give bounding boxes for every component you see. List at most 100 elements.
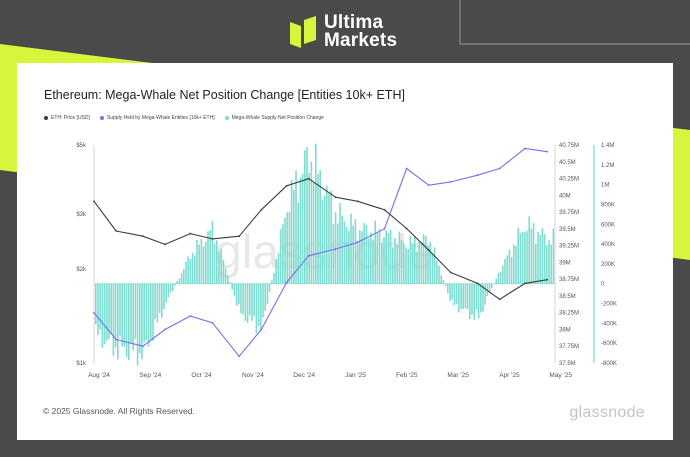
net-change-bar <box>363 223 365 284</box>
legend-swatch-supply <box>99 116 104 120</box>
net-change-bar <box>198 244 200 284</box>
net-change-bar <box>352 225 354 284</box>
net-change-bar <box>552 228 555 284</box>
net-change-bar <box>521 231 524 284</box>
net-change-bar <box>205 242 207 284</box>
net-change-bar <box>152 283 154 342</box>
net-change-bar <box>383 237 385 284</box>
y-left-tick-label: $3k <box>76 212 87 218</box>
price-series-line-point <box>524 282 526 285</box>
y-right-tick-label: 1M <box>601 183 609 189</box>
supply-series-line-point <box>260 328 263 331</box>
net-change-bar <box>227 275 229 284</box>
net-change-bar <box>242 283 244 315</box>
y-left-tick-label: $5k <box>76 143 87 149</box>
x-tick-label: Feb '25 <box>396 372 418 379</box>
y-left-tick-label: $2k <box>76 267 87 273</box>
net-change-bar <box>246 283 249 323</box>
net-change-bar <box>488 283 491 294</box>
net-change-bar <box>211 220 214 284</box>
net-change-bar <box>114 283 117 348</box>
net-change-bar <box>251 283 253 321</box>
net-change-bar <box>231 283 233 290</box>
supply-series-line-point <box>93 311 95 314</box>
net-change-bar <box>374 220 376 284</box>
net-change-bar <box>458 283 460 313</box>
net-change-bar <box>354 219 357 284</box>
net-change-bar <box>220 248 222 284</box>
net-change-bar <box>154 283 156 320</box>
net-change-bar <box>539 234 541 284</box>
net-change-bar <box>480 283 482 313</box>
net-change-bar <box>524 232 526 284</box>
net-change-bar <box>136 283 139 366</box>
net-change-bar <box>257 283 260 327</box>
net-change-bar <box>398 231 401 284</box>
supply-series-line-point <box>546 150 549 153</box>
net-change-bar <box>95 283 97 325</box>
net-change-bar <box>240 283 242 314</box>
net-change-bar <box>202 246 205 284</box>
net-change-bar <box>350 213 352 284</box>
decor-line <box>459 0 690 45</box>
net-change-bar <box>343 221 346 284</box>
net-change-bar <box>165 283 167 303</box>
y-mid-tick-label: 38.75M <box>559 277 579 283</box>
net-change-bar <box>147 283 150 347</box>
legend-item-supply[interactable]: Supply Held by Mega-Whale Entities [10k+… <box>99 115 215 121</box>
y-right-tick-label: 600K <box>601 222 615 228</box>
net-change-bar <box>372 239 374 284</box>
net-change-bar <box>449 283 451 301</box>
net-change-bar <box>123 283 126 347</box>
net-change-bar <box>409 236 412 284</box>
y-right-tick-label: -600K <box>601 341 617 347</box>
price-series-line-point <box>383 208 386 211</box>
net-change-bar <box>444 283 447 287</box>
net-change-bar <box>271 280 273 284</box>
net-change-bar <box>229 282 231 284</box>
net-change-bar <box>326 185 328 284</box>
net-change-bar <box>451 283 453 300</box>
price-series-line-point <box>405 227 408 230</box>
net-change-bar <box>370 232 372 284</box>
price-series-line-point <box>476 282 479 285</box>
net-change-bar <box>224 268 227 284</box>
net-change-bar <box>405 247 407 284</box>
net-change-bar <box>293 190 295 284</box>
price-series-line-point <box>427 249 430 252</box>
net-change-bar <box>290 179 293 284</box>
net-change-bar <box>158 283 161 313</box>
legend-item-net[interactable]: Mega-Whale Supply Net Position Change <box>224 115 324 121</box>
net-change-bar <box>306 146 308 284</box>
price-series-line-point <box>115 230 118 232</box>
legend-label-price: ETH: Price [USD] <box>51 115 90 121</box>
net-change-bar <box>396 244 398 284</box>
price-series-line-point <box>285 184 288 187</box>
net-change-bar <box>288 211 291 284</box>
supply-series-line-point <box>383 227 386 230</box>
y-mid-tick-label: 40.5M <box>559 160 576 166</box>
net-change-bar <box>473 283 475 321</box>
price-series-line-point <box>498 298 501 301</box>
y-mid-tick-label: 37.75M <box>559 344 579 350</box>
net-change-bar <box>310 161 313 284</box>
supply-series-line-point <box>115 338 118 341</box>
y-mid-tick-label: 39.25M <box>559 244 579 250</box>
net-change-bar <box>420 242 423 284</box>
supply-series-line-point <box>238 355 241 358</box>
net-change-bar <box>176 280 178 284</box>
net-change-bar <box>469 283 471 320</box>
net-change-bar <box>189 258 192 284</box>
net-change-bar <box>433 247 436 284</box>
net-change-bar <box>266 283 269 305</box>
net-change-bar <box>139 283 141 354</box>
net-change-bar <box>279 228 282 284</box>
legend-item-price[interactable]: ETH: Price [USD] <box>44 115 90 121</box>
net-change-bar <box>543 233 546 284</box>
y-right-tick-label: -800K <box>601 361 617 367</box>
net-change-bar <box>268 283 271 293</box>
net-change-bar <box>178 278 181 284</box>
net-change-bar <box>513 244 515 284</box>
net-change-bar <box>235 283 238 306</box>
price-series-line-point <box>142 235 144 238</box>
